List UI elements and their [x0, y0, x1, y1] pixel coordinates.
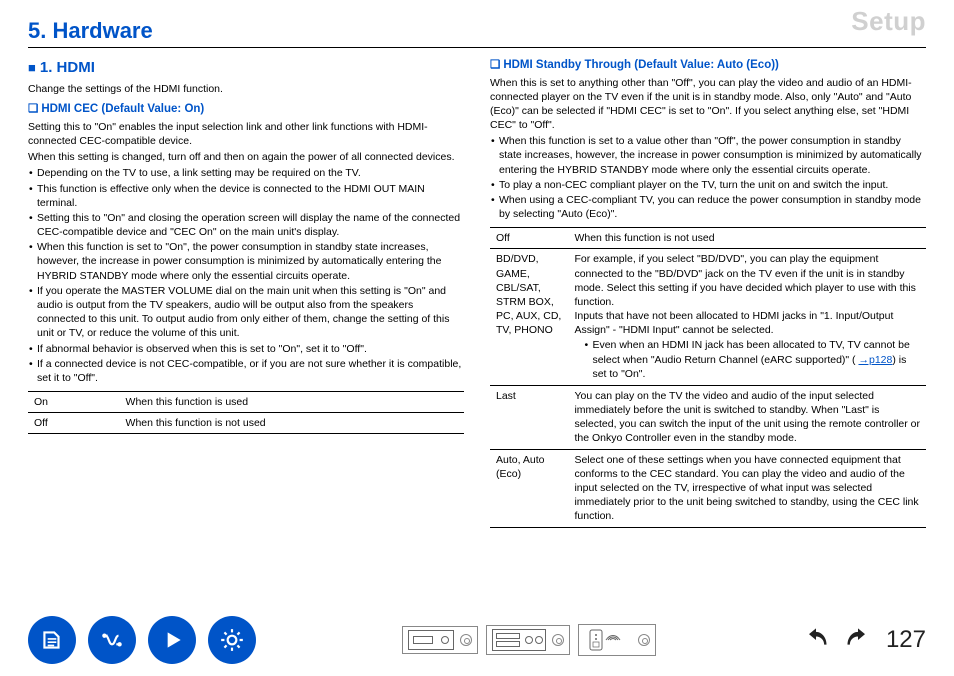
st-r2c2b: Inputs that have not been allocated to H… [574, 310, 893, 336]
connection-icon[interactable] [88, 616, 136, 664]
st-r2c2a: For example, if you select "BD/DVD", you… [574, 253, 915, 308]
cec-table: OnWhen this function is used OffWhen thi… [28, 391, 464, 434]
footer-bar: 127 [0, 604, 954, 676]
right-column: ❏HDMI Standby Through (Default Value: Au… [490, 58, 926, 528]
st-r4c2: Select one of these settings when you ha… [568, 449, 926, 527]
sub-hdmi-cec-label: HDMI CEC (Default Value: On) [41, 103, 204, 115]
cec-b7: If a connected device is not CEC-compati… [28, 357, 464, 385]
cec-b3: Setting this to "On" and closing the ope… [28, 211, 464, 239]
forward-arrow-icon[interactable] [844, 626, 872, 654]
cec-p2: When this setting is changed, turn off a… [28, 150, 464, 164]
st-r3c1: Last [490, 385, 568, 449]
cec-t-r2c1: Off [28, 413, 120, 434]
box-bullet-icon: ❏ [490, 59, 500, 71]
left-column: ■ 1. HDMI Change the settings of the HDMI… [28, 58, 464, 528]
page-title: 5. Hardware [28, 18, 926, 48]
cec-b1: Depending on the TV to use, a link setti… [28, 166, 464, 180]
box-bullet-icon: ❏ [28, 103, 38, 115]
st-r1c1: Off [490, 228, 568, 249]
page-number: 127 [886, 626, 926, 654]
indicator-dot-icon [460, 634, 472, 646]
device-front-icon[interactable] [402, 626, 478, 654]
sub-standby-label: HDMI Standby Through (Default Value: Aut… [503, 59, 779, 71]
play-icon[interactable] [148, 616, 196, 664]
remote-icon[interactable] [578, 624, 656, 656]
cec-t-r1c1: On [28, 392, 120, 413]
st-r1c2: When this function is not used [568, 228, 926, 249]
settings-icon[interactable] [208, 616, 256, 664]
cec-b4: When this function is set to "On", the p… [28, 240, 464, 283]
link-p128[interactable]: →p128 [858, 354, 892, 366]
sub-hdmi-cec: ❏HDMI CEC (Default Value: On) [28, 102, 464, 118]
sub-standby: ❏HDMI Standby Through (Default Value: Au… [490, 58, 926, 74]
indicator-dot-icon [552, 634, 564, 646]
standby-p1: When this is set to anything other than … [490, 76, 926, 133]
st-r2c2c: Even when an HDMI IN jack has been alloc… [574, 338, 920, 381]
cec-t-r1c2: When this function is used [120, 392, 464, 413]
back-arrow-icon[interactable] [802, 626, 830, 654]
cec-b2: This function is effective only when the… [28, 182, 464, 210]
st-r2c2: For example, if you select "BD/DVD", you… [568, 249, 926, 386]
st-r2c1: BD/DVD, GAME, CBL/SAT, STRM BOX, PC, AUX… [490, 249, 568, 386]
cec-p1: Setting this to "On" enables the input s… [28, 120, 464, 148]
section-hdmi-label: 1. HDMI [40, 59, 95, 76]
cec-t-r2c2: When this function is not used [120, 413, 464, 434]
section-hdmi: ■ 1. HDMI [28, 58, 464, 78]
intro-text: Change the settings of the HDMI function… [28, 82, 464, 96]
footer-left-icons [28, 616, 256, 664]
manual-icon[interactable] [28, 616, 76, 664]
standby-table: Off When this function is not used BD/DV… [490, 227, 926, 527]
footer-right: 127 [802, 626, 926, 654]
cec-b6: If abnormal behavior is observed when th… [28, 342, 464, 356]
breadcrumb-setup: Setup [851, 6, 926, 37]
cec-b5: If you operate the MASTER VOLUME dial on… [28, 284, 464, 341]
st-r3c2: You can play on the TV the video and aud… [568, 385, 926, 449]
standby-b1: When this function is set to a value oth… [490, 134, 926, 177]
square-bullet-icon: ■ [28, 60, 36, 75]
device-rear-icon[interactable] [486, 625, 570, 655]
standby-b2: To play a non-CEC compliant player on th… [490, 178, 926, 192]
standby-b3: When using a CEC-compliant TV, you can r… [490, 193, 926, 221]
indicator-dot-icon [638, 634, 650, 646]
footer-device-icons [402, 624, 656, 656]
st-r4c1: Auto, Auto (Eco) [490, 449, 568, 527]
